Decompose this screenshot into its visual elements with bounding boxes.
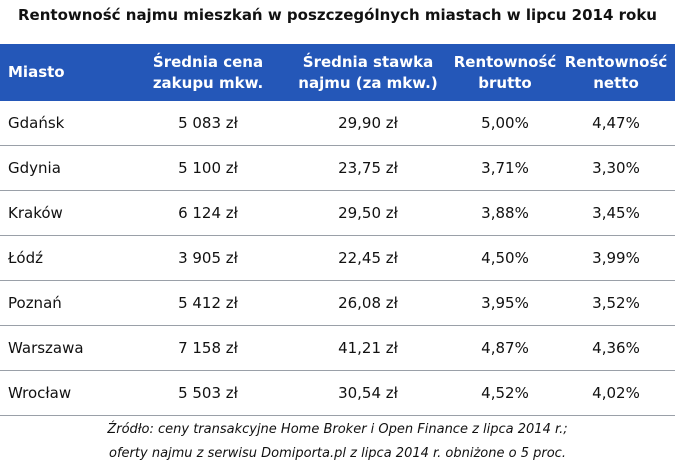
table-cell: 23,75 zł: [338, 159, 398, 177]
table-cell: 7 158 zł: [178, 339, 238, 357]
table-cell: 5,00%: [481, 114, 529, 132]
header-row: Miasto Średnia cena zakupu mkw. Średnia st…: [0, 44, 675, 101]
table-cell: 4,02%: [592, 384, 640, 402]
table-cell: Warszawa: [8, 339, 84, 357]
table-cell: 5 083 zł: [178, 114, 238, 132]
table-row: Poznań 5 412 zł 26,08 zł 3,95% 3,52%: [0, 281, 675, 326]
table-cell: 30,54 zł: [338, 384, 398, 402]
footnote-line: oferty najmu z serwisu Domiporta.pl z li…: [109, 446, 566, 461]
footnote: Źródło: ceny transakcyjne Home Broker i …: [0, 418, 675, 466]
table: Miasto Średnia cena zakupu mkw. Średnia st…: [0, 44, 675, 416]
table-row: Wrocław 5 503 zł 30,54 zł 4,52% 4,02%: [0, 371, 675, 416]
table-cell: 4,52%: [481, 384, 529, 402]
table-cell: Wrocław: [8, 384, 72, 402]
table-cell: 22,45 zł: [338, 249, 398, 267]
table-cell: Łódź: [8, 249, 44, 267]
table-cell: 3,88%: [481, 204, 529, 222]
column-header: Średnia cena zakupu mkw.: [152, 52, 264, 92]
table-cell: 6 124 zł: [178, 204, 238, 222]
title: Rentowność najmu mieszkań w poszczególny…: [18, 6, 657, 24]
table-cell: 3,99%: [592, 249, 640, 267]
column-header: Rentowność netto: [564, 52, 668, 92]
table-cell: Poznań: [8, 294, 62, 312]
table-row: Łódź 3 905 zł 22,45 zł 4,50% 3,99%: [0, 236, 675, 281]
table-cell: 3,52%: [592, 294, 640, 312]
table-cell: 4,50%: [481, 249, 529, 267]
table-cell: Gdańsk: [8, 114, 65, 132]
table-cell: 3,45%: [592, 204, 640, 222]
table-cell: 3,30%: [592, 159, 640, 177]
table-cell: 3 905 zł: [178, 249, 238, 267]
table-cell: Kraków: [8, 204, 63, 222]
table-cell: 29,90 zł: [338, 114, 398, 132]
table-cell: Gdynia: [8, 159, 61, 177]
table-cell: 26,08 zł: [338, 294, 398, 312]
table-cell: 3,71%: [481, 159, 529, 177]
table-row: Warszawa 7 158 zł 41,21 zł 4,87% 4,36%: [0, 326, 675, 371]
footnote-line: Źródło: ceny transakcyjne Home Broker i …: [107, 422, 568, 437]
column-header: Rentowność brutto: [453, 52, 557, 92]
table-cell: 5 100 zł: [178, 159, 238, 177]
table-row: Gdańsk 5 083 zł 29,90 zł 5,00% 4,47%: [0, 101, 675, 146]
table-cell: 41,21 zł: [338, 339, 398, 357]
table-cell: 4,36%: [592, 339, 640, 357]
table-cell: 4,87%: [481, 339, 529, 357]
column-header: Średnia stawka najmu (za mkw.): [298, 52, 438, 92]
column-header: Miasto: [8, 63, 65, 81]
table-cell: 29,50 zł: [338, 204, 398, 222]
table-row: Kraków 6 124 zł 29,50 zł 3,88% 3,45%: [0, 191, 675, 236]
table-cell: 5 412 zł: [178, 294, 238, 312]
table-cell: 5 503 zł: [178, 384, 238, 402]
table-cell: 4,47%: [592, 114, 640, 132]
table-row: Gdynia 5 100 zł 23,75 zł 3,71% 3,30%: [0, 146, 675, 191]
table-cell: 3,95%: [481, 294, 529, 312]
